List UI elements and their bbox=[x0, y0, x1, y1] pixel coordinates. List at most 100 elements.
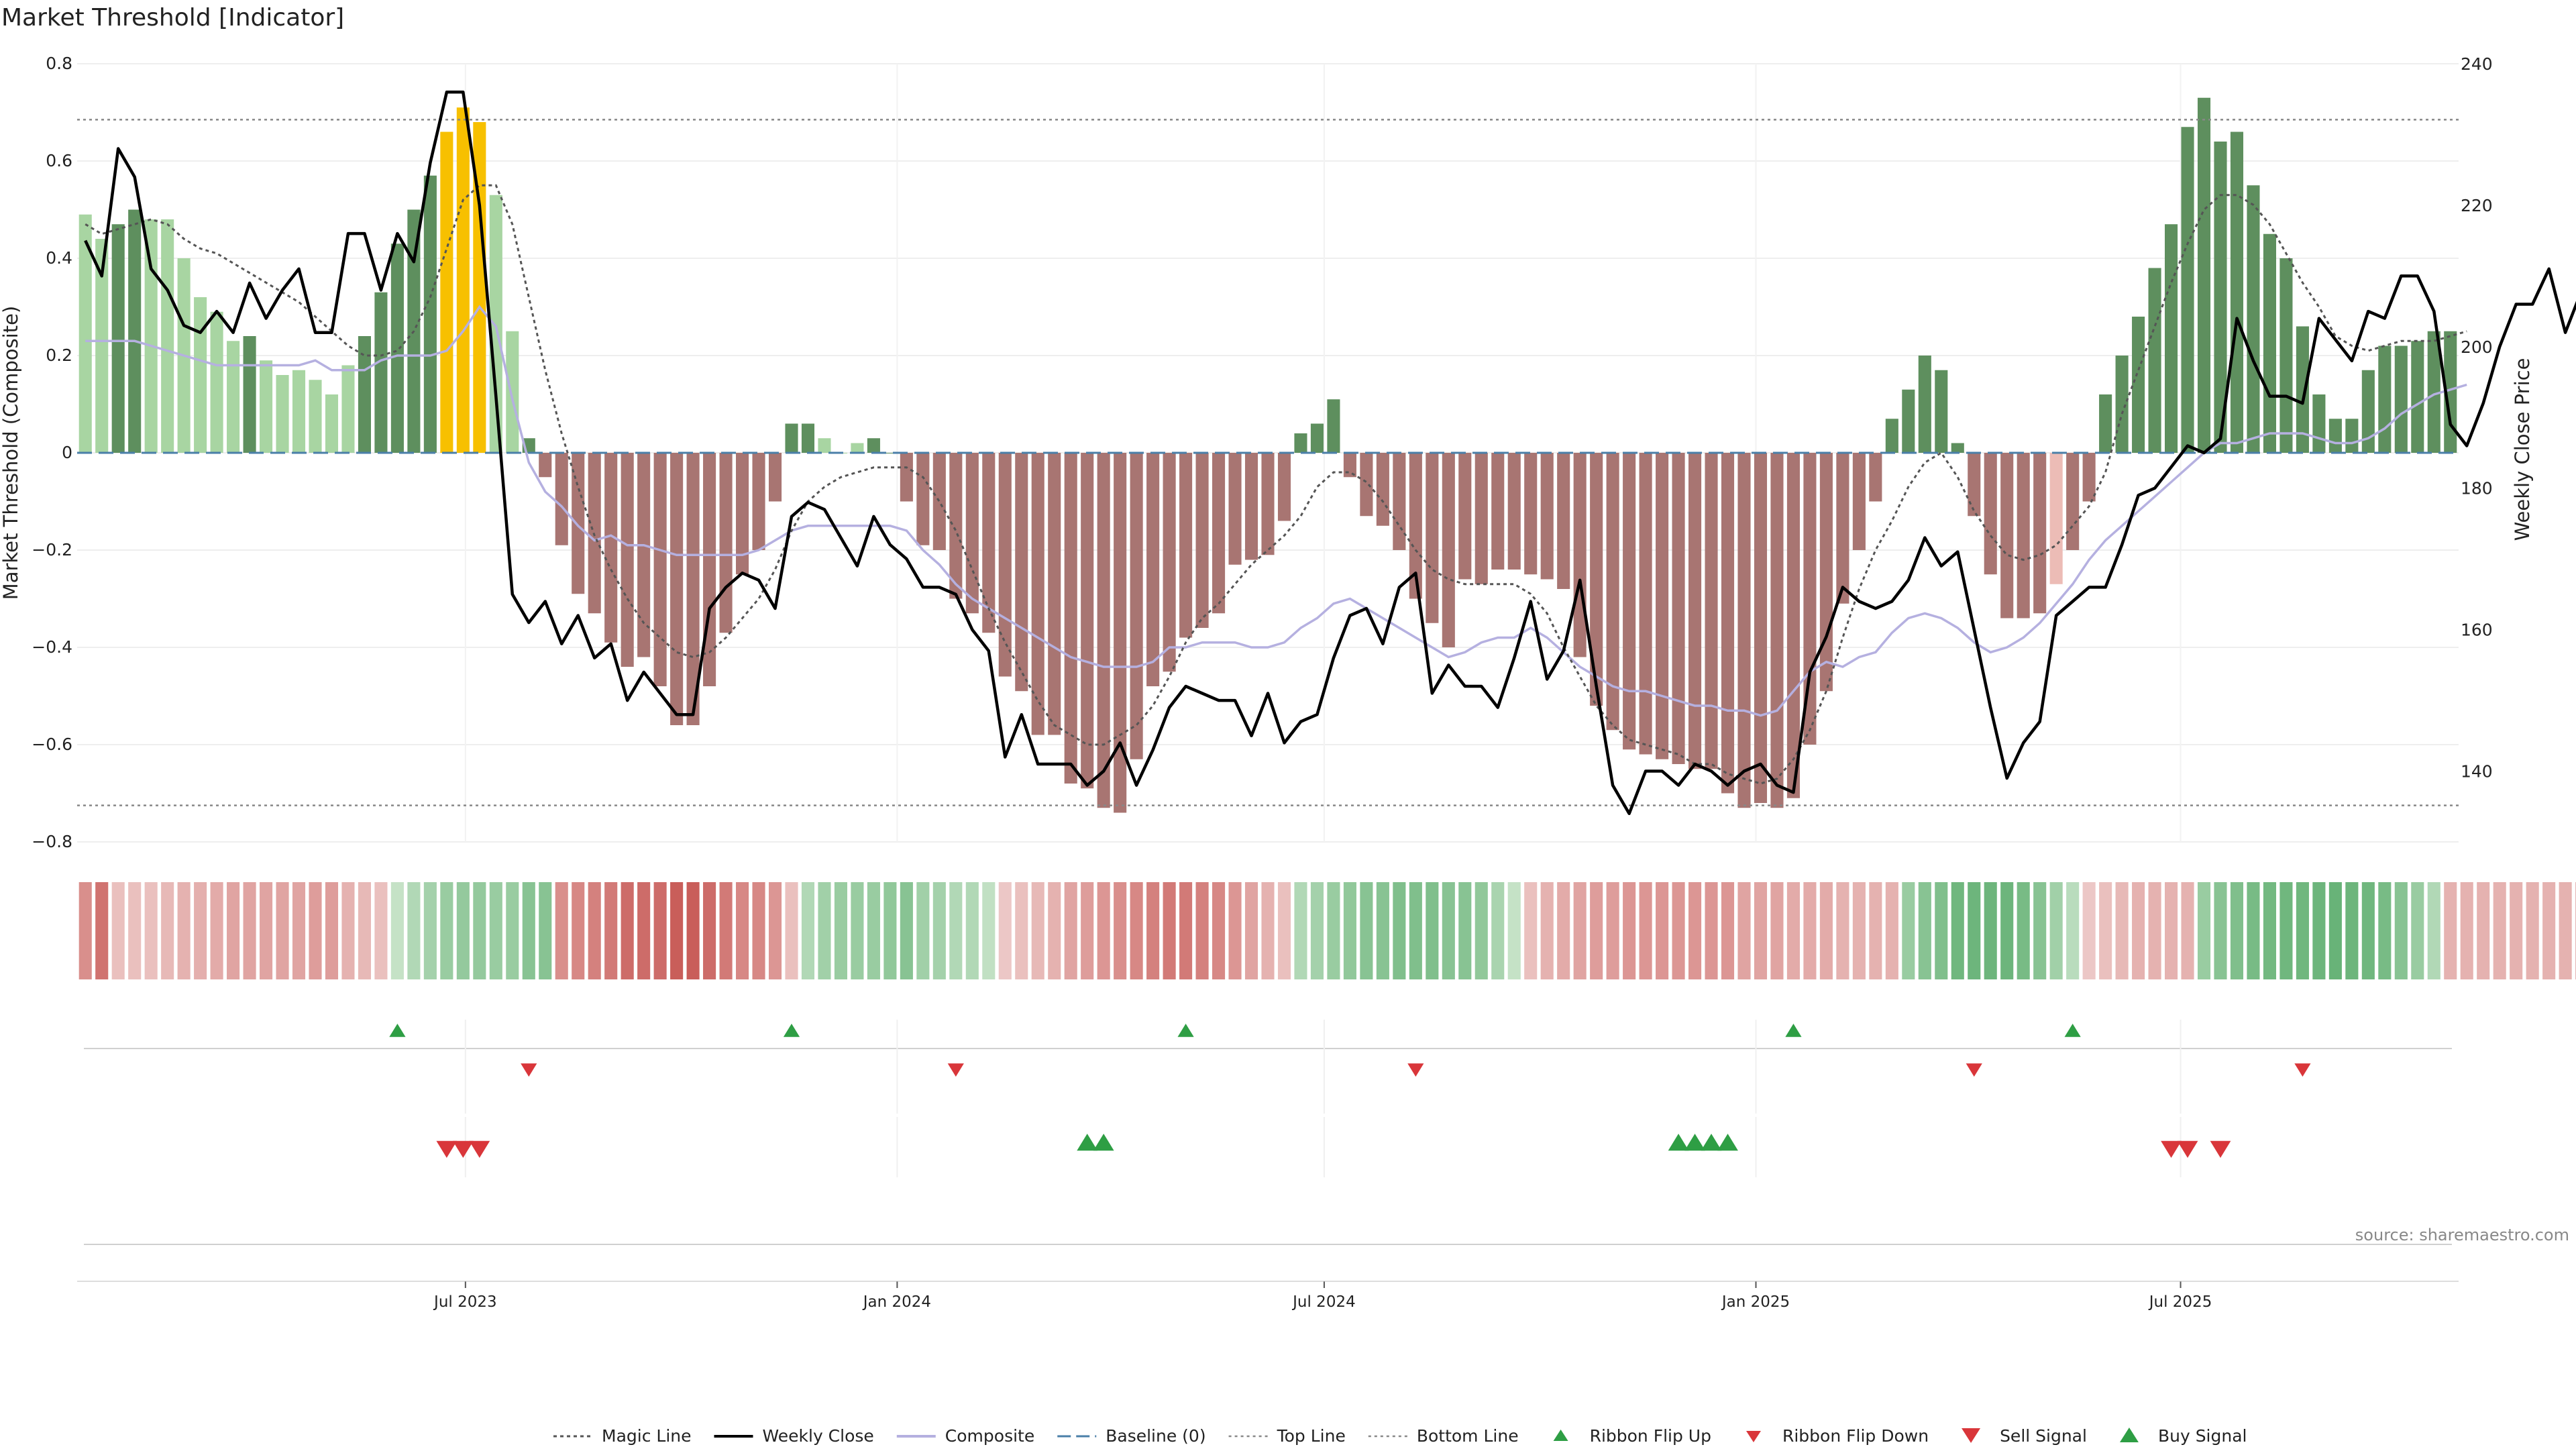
ribbon-cell bbox=[604, 882, 618, 979]
composite-bar bbox=[1935, 370, 1948, 453]
ribbon-cell bbox=[539, 882, 552, 979]
ribbon-cell bbox=[1688, 882, 1702, 979]
ribbon-cell bbox=[1639, 882, 1652, 979]
composite-bar bbox=[1015, 453, 1028, 692]
composite-bar bbox=[1705, 453, 1718, 769]
ribbon-cell bbox=[194, 882, 207, 979]
ribbon-cell bbox=[703, 882, 716, 979]
ribbon-flip-down-marker bbox=[521, 1063, 537, 1077]
ribbon-cell bbox=[1376, 882, 1389, 979]
legend-label: Ribbon Flip Down bbox=[1782, 1426, 1929, 1446]
ribbon-cell bbox=[2345, 882, 2359, 979]
ribbon-cell bbox=[1852, 882, 1866, 979]
composite-bar bbox=[752, 453, 765, 550]
ribbon-cell bbox=[1426, 882, 1439, 979]
ribbon-layer bbox=[78, 882, 2576, 979]
buy-signal-marker bbox=[1701, 1134, 1722, 1151]
legend-label: Weekly Close bbox=[763, 1426, 874, 1446]
composite-bar bbox=[210, 311, 223, 453]
ribbon-cell bbox=[2510, 882, 2523, 979]
ribbon-cell bbox=[900, 882, 913, 979]
ribbon-cell bbox=[1163, 882, 1176, 979]
composite-bar bbox=[1244, 453, 1258, 560]
ribbon-cell bbox=[670, 882, 684, 979]
composite-bar bbox=[2049, 453, 2063, 584]
x-tick-label: Jan 2024 bbox=[862, 1293, 931, 1311]
composite-bar bbox=[1376, 453, 1389, 526]
ribbon-cell bbox=[95, 882, 109, 979]
ribbon-cell bbox=[736, 882, 749, 979]
composite-bar bbox=[2197, 97, 2211, 453]
legend-label: Top Line bbox=[1277, 1426, 1346, 1446]
ribbon-cell bbox=[1507, 882, 1521, 979]
ribbon-cell bbox=[785, 882, 798, 979]
source-label: source: sharemaestro.com bbox=[2355, 1226, 2569, 1244]
composite-bar bbox=[1458, 453, 1472, 580]
ribbon-cell bbox=[555, 882, 568, 979]
composite-bar bbox=[2296, 326, 2309, 453]
buy-signal-marker bbox=[1684, 1134, 1705, 1151]
composite-bar bbox=[1540, 453, 1554, 580]
composite-bar bbox=[2230, 131, 2244, 453]
composite-bar bbox=[1442, 453, 1455, 647]
composite-bar bbox=[1672, 453, 1685, 764]
right-tick-label: 220 bbox=[2461, 196, 2493, 215]
composite-bar bbox=[1984, 453, 1997, 575]
composite-bar bbox=[785, 423, 798, 453]
ribbon-cell bbox=[522, 882, 535, 979]
ribbon-cell bbox=[144, 882, 158, 979]
ribbon-cell bbox=[1294, 882, 1307, 979]
composite-bar bbox=[670, 453, 684, 725]
composite-bar bbox=[2263, 233, 2276, 453]
composite-bar bbox=[2345, 419, 2359, 453]
legend-item: Weekly Close bbox=[714, 1426, 874, 1446]
ribbon-cell bbox=[932, 882, 946, 979]
legend-item: Top Line bbox=[1228, 1426, 1346, 1446]
legend: Magic Line Weekly Close Composite Baseline … bbox=[553, 1426, 2247, 1446]
composite-bar bbox=[390, 244, 404, 453]
ribbon-cell bbox=[374, 882, 388, 979]
left-tick-label: 0 bbox=[62, 443, 72, 462]
ribbon-cell bbox=[572, 882, 585, 979]
ribbon-cell bbox=[2394, 882, 2408, 979]
ribbon-cell bbox=[719, 882, 733, 979]
composite-bar bbox=[1623, 453, 1636, 750]
ribbon-cell bbox=[161, 882, 174, 979]
composite-bar bbox=[621, 453, 634, 667]
ribbon-cell bbox=[965, 882, 979, 979]
composite-bar bbox=[1277, 453, 1291, 521]
composite-bar bbox=[2017, 453, 2030, 619]
axes-layer: 0.8 0.6 0.4 0.2 0 −0.2 −0.4 −0.6 −0.8 240 220 200 18… bbox=[0, 54, 2534, 1311]
ribbon-cell bbox=[1721, 882, 1735, 979]
ribbon-cell bbox=[309, 882, 322, 979]
ribbon-cell bbox=[834, 882, 847, 979]
ribbon-cell bbox=[998, 882, 1012, 979]
right-tick-label: 240 bbox=[2461, 54, 2493, 74]
composite-bar bbox=[1474, 453, 1488, 584]
ribbon-cell bbox=[358, 882, 371, 979]
composite-bar bbox=[867, 438, 880, 453]
composite-bar bbox=[1179, 453, 1193, 638]
composite-bar bbox=[2361, 370, 2375, 453]
ribbon-cell bbox=[2460, 882, 2473, 979]
composite-bar bbox=[309, 380, 322, 453]
ribbon-cell bbox=[111, 882, 125, 979]
ribbon-cell bbox=[1524, 882, 1538, 979]
right-tick-label: 160 bbox=[2461, 621, 2493, 640]
ribbon-cell bbox=[1195, 882, 1209, 979]
ribbon-cell bbox=[2033, 882, 2047, 979]
right-axis-title: Weekly Close Price bbox=[2511, 358, 2534, 541]
left-tick-label: −0.2 bbox=[32, 540, 72, 559]
composite-bar bbox=[374, 292, 388, 453]
ribbon-cell bbox=[982, 882, 996, 979]
composite-bar bbox=[2312, 394, 2326, 453]
ribbon-cell bbox=[1360, 882, 1373, 979]
ribbon-cell bbox=[1212, 882, 1226, 979]
composite-bar bbox=[965, 453, 979, 614]
ribbon-cell bbox=[637, 882, 651, 979]
ribbon-cell bbox=[1327, 882, 1340, 979]
composite-bar bbox=[539, 453, 552, 478]
ribbon-cell bbox=[1935, 882, 1948, 979]
ribbon-cell bbox=[1244, 882, 1258, 979]
ribbon-cell bbox=[768, 882, 782, 979]
